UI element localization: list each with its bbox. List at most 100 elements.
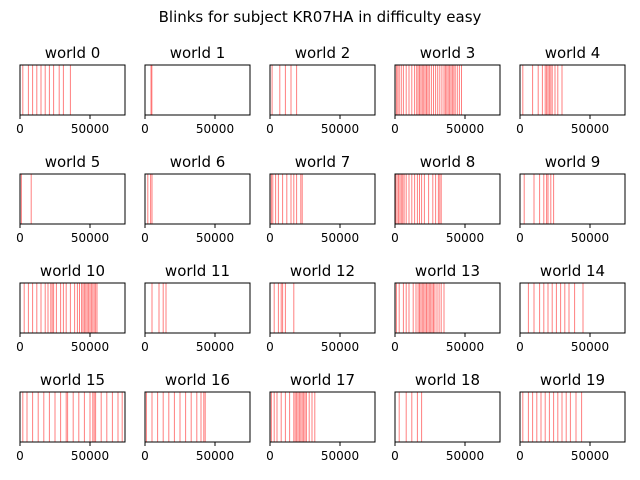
axes-frame xyxy=(19,282,126,334)
x-tick-label: 0 xyxy=(391,122,399,136)
panel-world-15: world 15 0 50000 xyxy=(16,371,126,463)
panel-title: world 1 xyxy=(170,44,226,62)
panel-title: world 5 xyxy=(45,153,101,171)
x-tick-label: 50000 xyxy=(71,231,109,245)
x-tick-label: 50000 xyxy=(71,340,109,354)
x-tick-label: 0 xyxy=(266,231,274,245)
panel-world-18: world 18 0 50000 xyxy=(391,371,501,463)
x-tick-label: 0 xyxy=(16,231,24,245)
panel-world-0: world 0 0 50000 xyxy=(16,44,126,136)
x-tick-label: 0 xyxy=(391,231,399,245)
axes-frame xyxy=(394,64,501,116)
x-tick-label: 50000 xyxy=(196,231,234,245)
x-tick-label: 50000 xyxy=(71,449,109,463)
panel-title: world 14 xyxy=(540,262,605,280)
axes-frame xyxy=(394,282,501,334)
panel-title: world 12 xyxy=(290,262,355,280)
axes-frame xyxy=(144,64,251,116)
x-tick-label: 50000 xyxy=(571,122,609,136)
panel-title: world 15 xyxy=(40,371,105,389)
x-tick-label: 50000 xyxy=(196,449,234,463)
x-tick-label: 50000 xyxy=(321,122,359,136)
panel-title: world 10 xyxy=(40,262,105,280)
x-tick-label: 0 xyxy=(16,449,24,463)
x-tick-label: 0 xyxy=(391,340,399,354)
x-tick-label: 50000 xyxy=(321,340,359,354)
axes-frame xyxy=(19,64,126,116)
axes-frame xyxy=(269,173,376,225)
axes-frame xyxy=(269,282,376,334)
x-tick-label: 0 xyxy=(141,122,149,136)
panel-title: world 3 xyxy=(420,44,476,62)
panel-title: world 4 xyxy=(545,44,601,62)
panel-title: world 17 xyxy=(290,371,355,389)
panel-world-19: world 19 0 50000 xyxy=(516,371,626,463)
x-tick-label: 50000 xyxy=(446,231,484,245)
x-tick-label: 50000 xyxy=(446,122,484,136)
x-tick-label: 0 xyxy=(516,449,524,463)
panel-world-1: world 1 0 50000 xyxy=(141,44,251,136)
x-tick-label: 50000 xyxy=(196,340,234,354)
panel-world-11: world 11 0 50000 xyxy=(141,262,251,354)
x-tick-label: 50000 xyxy=(71,122,109,136)
panel-title: world 7 xyxy=(295,153,351,171)
panel-world-7: world 7 0 50000 xyxy=(266,153,376,245)
panel-title: world 18 xyxy=(415,371,480,389)
panel-world-12: world 12 0 50000 xyxy=(266,262,376,354)
x-tick-label: 50000 xyxy=(321,449,359,463)
panel-title: world 13 xyxy=(415,262,480,280)
axes-frame xyxy=(19,173,126,225)
panel-title: world 11 xyxy=(165,262,230,280)
axes-frame xyxy=(394,173,501,225)
x-tick-label: 0 xyxy=(266,449,274,463)
x-tick-label: 0 xyxy=(16,340,24,354)
x-tick-label: 0 xyxy=(266,340,274,354)
axes-frame xyxy=(144,391,251,443)
panel-world-16: world 16 0 50000 xyxy=(141,371,251,463)
axes-frame xyxy=(269,64,376,116)
x-tick-label: 0 xyxy=(141,449,149,463)
axes-frame xyxy=(519,282,626,334)
axes-frame xyxy=(144,282,251,334)
x-tick-label: 0 xyxy=(141,340,149,354)
panel-world-17: world 17 0 50000 xyxy=(266,371,376,463)
panel-world-4: world 4 0 50000 xyxy=(516,44,626,136)
x-tick-label: 50000 xyxy=(196,122,234,136)
x-tick-label: 0 xyxy=(516,340,524,354)
axes-frame xyxy=(19,391,126,443)
panel-title: world 19 xyxy=(540,371,605,389)
x-tick-label: 0 xyxy=(266,122,274,136)
panel-world-2: world 2 0 50000 xyxy=(266,44,376,136)
figure-suptitle: Blinks for subject KR07HA in difficulty … xyxy=(159,8,482,26)
axes-frame xyxy=(269,391,376,443)
axes-frame xyxy=(519,64,626,116)
panel-title: world 2 xyxy=(295,44,351,62)
panel-title: world 16 xyxy=(165,371,230,389)
panel-title: world 8 xyxy=(420,153,476,171)
axes-frame xyxy=(519,173,626,225)
panel-title: world 6 xyxy=(170,153,226,171)
axes-frame xyxy=(394,391,501,443)
panel-title: world 0 xyxy=(45,44,101,62)
panel-world-10: world 10 0 50000 xyxy=(16,262,126,354)
panel-title: world 9 xyxy=(545,153,601,171)
x-tick-label: 50000 xyxy=(446,340,484,354)
panel-world-9: world 9 0 50000 xyxy=(516,153,626,245)
axes-frame xyxy=(144,173,251,225)
x-tick-label: 50000 xyxy=(321,231,359,245)
axes-frame xyxy=(519,391,626,443)
panel-world-14: world 14 0 50000 xyxy=(516,262,626,354)
panel-world-13: world 13 0 50000 xyxy=(391,262,501,354)
panel-world-5: world 5 0 50000 xyxy=(16,153,126,245)
x-tick-label: 0 xyxy=(516,122,524,136)
x-tick-label: 50000 xyxy=(446,449,484,463)
panel-world-6: world 6 0 50000 xyxy=(141,153,251,245)
panel-world-8: world 8 0 50000 xyxy=(391,153,501,245)
x-tick-label: 0 xyxy=(391,449,399,463)
x-tick-label: 0 xyxy=(16,122,24,136)
x-tick-label: 50000 xyxy=(571,449,609,463)
x-tick-label: 0 xyxy=(141,231,149,245)
x-tick-label: 50000 xyxy=(571,340,609,354)
